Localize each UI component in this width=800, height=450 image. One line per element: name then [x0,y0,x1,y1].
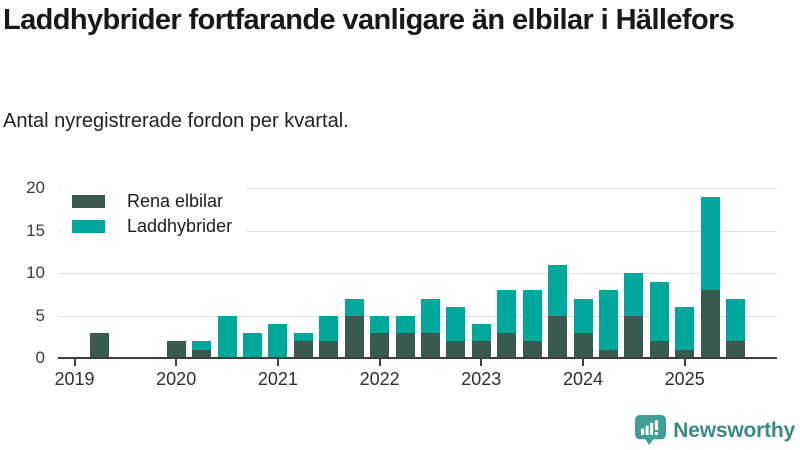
bar-segment-laddhybrider-2021-q4 [344,298,364,316]
bar-segment-laddhybrider-2024-q1 [573,298,593,333]
legend-swatch [72,220,105,233]
newsworthy-logo[interactable]: Newsworthy [634,414,795,447]
bar-segment-rena-elbilar-2022-q3 [420,332,440,359]
x-axis-label-2022: 2022 [359,369,400,389]
bar-segment-laddhybrider-2024-q4 [649,281,669,342]
bar-segment-rena-elbilar-2024-q3 [624,315,644,359]
bar-segment-laddhybrider-2022-q2 [395,315,415,333]
x-axis-tick-2023 [480,359,483,367]
y-axis-label: 15 [26,220,45,240]
bar-segment-laddhybrider-2025-q2 [700,196,720,291]
bar-segment-rena-elbilar-2022-q1 [370,332,390,359]
bar-segment-laddhybrider-2024-q3 [624,273,644,316]
bar-segment-laddhybrider-2021-q1 [268,324,288,359]
gridline-y-10 [58,273,777,275]
x-axis-tick-2020 [175,359,178,367]
bar-segment-laddhybrider-2020-q4 [242,332,262,359]
newsworthy-logo-icon [635,414,667,446]
bar-segment-laddhybrider-2025-q1 [675,307,695,350]
y-axis-label: 5 [35,305,45,325]
gridline-y-20 [58,188,777,190]
bar-segment-rena-elbilar-2020-q1 [166,341,186,359]
y-axis-label: 0 [35,348,45,368]
bar-segment-laddhybrider-2020-q3 [217,315,237,359]
x-axis-label-2021: 2021 [257,369,298,389]
bar-segment-laddhybrider-2021-q2 [293,332,313,342]
bar-segment-rena-elbilar-2024-q4 [649,341,669,359]
legend-item: Laddhybrider [72,214,232,239]
chart-subtitle: Antal nyregistrerade fordon per kvartal. [3,110,349,132]
bar-segment-rena-elbilar-2023-q1 [471,341,491,359]
x-axis-label-2019: 2019 [54,369,95,389]
legend-label: Laddhybrider [127,216,233,236]
bar-segment-laddhybrider-2023-q3 [522,290,542,342]
bar-segment-rena-elbilar-2021-q2 [293,341,313,359]
bar-segment-rena-elbilar-2023-q3 [522,341,542,359]
bar-segment-rena-elbilar-2021-q3 [319,341,339,359]
bar-segment-rena-elbilar-2019-q2 [90,332,110,359]
bar-segment-rena-elbilar-2022-q2 [395,332,415,359]
legend-swatch [72,195,105,208]
x-axis-tick-2021 [276,359,279,367]
bar-segment-laddhybrider-2022-q3 [420,298,440,333]
x-axis-tick-2024 [582,359,584,367]
bar-segment-rena-elbilar-2023-q2 [497,332,517,359]
x-axis-label-2023: 2023 [461,369,502,389]
bar-segment-rena-elbilar-2025-q2 [700,290,720,359]
x-axis-label-2024: 2024 [562,369,604,389]
newsworthy-wordmark: Newsworthy [673,418,795,442]
x-axis-tick-2019 [73,359,76,367]
bar-segment-laddhybrider-2020-q2 [192,341,212,350]
bar-segment-laddhybrider-2022-q1 [370,315,390,333]
bar-segment-laddhybrider-2023-q2 [497,290,517,333]
bar-segment-laddhybrider-2023-q1 [471,324,491,342]
bar-segment-rena-elbilar-2024-q1 [573,332,593,359]
bar-segment-rena-elbilar-2024-q2 [598,349,618,359]
bar-segment-laddhybrider-2021-q3 [319,315,339,342]
bar-segment-rena-elbilar-2020-q2 [192,349,212,359]
x-axis-label-2020: 2020 [156,369,197,389]
legend: Rena elbilar Laddhybrider [60,183,247,245]
bar-segment-laddhybrider-2022-q4 [446,307,466,342]
chart-title: Laddhybrider fortfarande vanligare än el… [3,4,735,36]
gridline-y-5 [58,315,777,317]
y-axis-label: 10 [26,263,45,283]
legend-label: Rena elbilar [127,191,224,211]
x-axis-line [58,357,777,360]
y-axis-label: 20 [26,178,45,198]
bar-segment-rena-elbilar-2025-q3 [726,341,746,359]
gridline-y-15 [58,230,777,232]
x-axis-tick-2022 [378,359,381,367]
bar-segment-laddhybrider-2024-q2 [598,290,618,350]
bar-segment-rena-elbilar-2022-q4 [446,341,466,359]
bar-segment-rena-elbilar-2021-q4 [344,315,364,359]
legend-item: Rena elbilar [72,189,232,214]
bar-segment-rena-elbilar-2023-q4 [548,315,568,359]
bar-segment-rena-elbilar-2025-q1 [675,349,695,359]
bar-segment-laddhybrider-2025-q3 [726,298,746,342]
x-axis-tick-2025 [683,359,686,367]
bar-segment-laddhybrider-2023-q4 [548,264,568,316]
x-axis-label-2025: 2025 [664,369,705,389]
